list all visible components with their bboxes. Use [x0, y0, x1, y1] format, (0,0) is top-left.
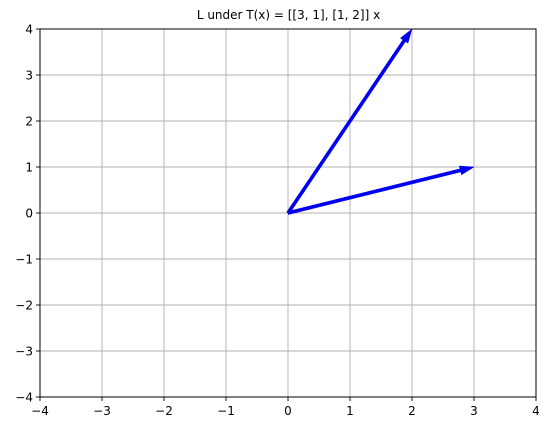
x-tick-label: −3	[93, 404, 111, 418]
y-tick-label: 0	[25, 207, 33, 221]
y-tick-label: 1	[25, 161, 33, 175]
x-tick-label: −4	[31, 404, 49, 418]
x-tick-label: 3	[470, 404, 478, 418]
x-tick-label: 1	[346, 404, 354, 418]
y-tick-label: −4	[15, 391, 33, 405]
x-tick-label: 0	[284, 404, 292, 418]
y-tick-label: −3	[15, 345, 33, 359]
x-tick-label: −2	[155, 404, 173, 418]
ticks: −4 −3 −2 −1 0 1 2 3 4 −4 −3 −2 −1 0 1 2 3 4	[15, 23, 540, 419]
vector-arrow-2	[287, 165, 475, 215]
x-tick-label: 4	[532, 404, 540, 418]
y-tick-label: 4	[25, 23, 33, 37]
vectors	[286, 28, 475, 215]
y-tick-label: −1	[15, 253, 33, 267]
y-tick-label: −2	[15, 299, 33, 313]
y-tick-label: 2	[25, 115, 33, 129]
chart-title: L under T(x) = [[3, 1], [1, 2]] x	[197, 8, 380, 22]
x-tick-label: −1	[217, 404, 235, 418]
y-tick-label: 3	[25, 69, 33, 83]
x-tick-label: 2	[408, 404, 416, 418]
vector-arrow-1	[286, 28, 413, 215]
